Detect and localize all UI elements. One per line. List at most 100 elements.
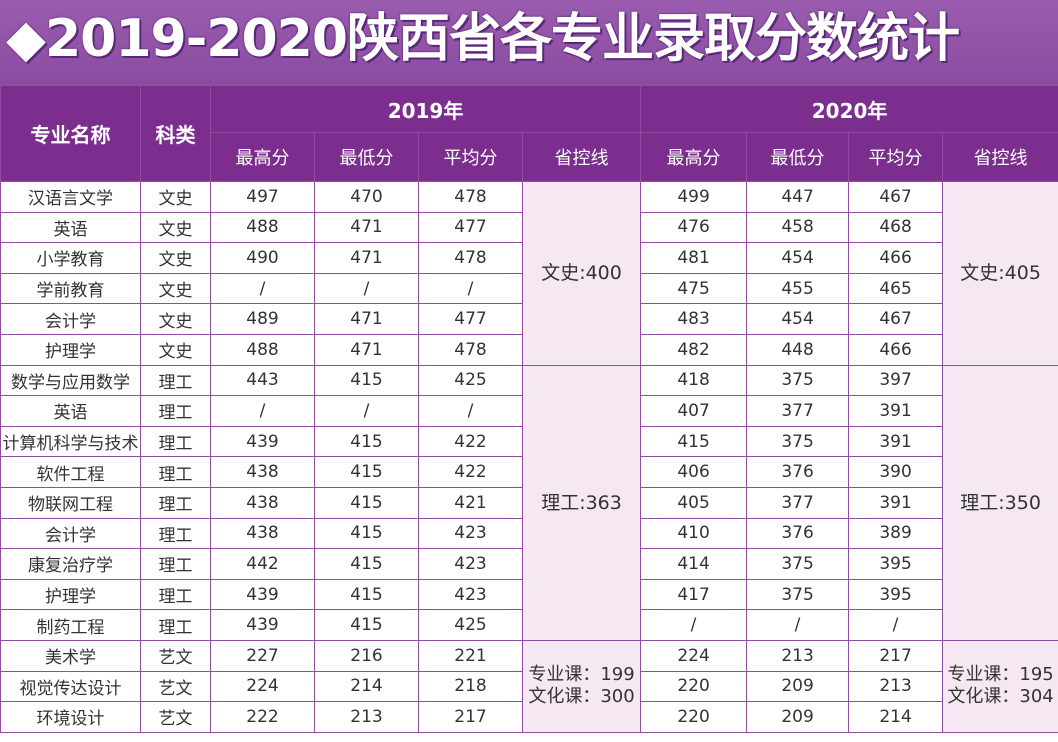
cell-category: 艺文 bbox=[140, 670, 211, 703]
cell-category: 理工 bbox=[140, 486, 211, 519]
cell-2020-max: 483 bbox=[640, 303, 748, 335]
header-2020-max: 最高分 bbox=[640, 132, 748, 182]
admission-score-table: 专业名称 科类 2019年 2020年 最高分 最低分 平均分 省控线 最高分 … bbox=[0, 85, 1058, 733]
cell-2020-max: 406 bbox=[640, 456, 748, 488]
cell-2019-avg: 425 bbox=[418, 364, 523, 397]
control-line-2020-art: 专业课：195 文化课：304 bbox=[942, 639, 1058, 733]
cell-2020-avg: 465 bbox=[848, 272, 944, 305]
cell-major: 小学教育 bbox=[0, 242, 141, 274]
cell-2020-avg: 467 bbox=[848, 303, 944, 335]
cell-major: 会计学 bbox=[0, 517, 141, 550]
cell-2020-max: 418 bbox=[640, 364, 748, 397]
cell-2019-avg: 425 bbox=[418, 609, 523, 641]
control-line-2019-li: 理工:363 bbox=[521, 364, 642, 641]
header-year-2019: 2019年 bbox=[209, 85, 642, 133]
cell-2020-avg: 466 bbox=[848, 242, 944, 274]
cell-2019-max: 438 bbox=[210, 486, 315, 519]
cell-2019-avg: 423 bbox=[418, 548, 523, 580]
cell-category: 理工 bbox=[140, 395, 211, 427]
cell-2020-min: 377 bbox=[746, 486, 850, 519]
cell-2019-min: 415 bbox=[314, 456, 419, 488]
cell-2019-min: 415 bbox=[314, 609, 419, 641]
table-row: 制药工程 理工 439 415 425// / bbox=[0, 609, 1058, 641]
cell-2020-min: / bbox=[746, 609, 850, 641]
cell-2019-max: 224 bbox=[210, 670, 315, 703]
cell-2019-max: 490 bbox=[210, 242, 315, 274]
control-line-2020-art-culture: 文化课：304 bbox=[947, 686, 1054, 708]
cell-2019-min: 471 bbox=[314, 333, 419, 366]
cell-2019-max: / bbox=[210, 395, 315, 427]
cell-2020-min: 209 bbox=[746, 701, 850, 733]
cell-2020-avg: 217 bbox=[848, 639, 944, 672]
cell-category: 理工 bbox=[140, 548, 211, 580]
cell-2020-min: 455 bbox=[746, 272, 850, 305]
cell-2020-max: 415 bbox=[640, 425, 748, 458]
cell-2019-max: 438 bbox=[210, 456, 315, 488]
cell-category: 艺文 bbox=[140, 639, 211, 672]
table-row: 美术学 艺文 227 216 221 专业课：199 文化课：300 224 213 217 专业课… bbox=[0, 639, 1058, 733]
cell-2020-max: 417 bbox=[640, 578, 748, 611]
cell-2020-max: 476 bbox=[640, 211, 748, 244]
table-row: 英语 文史 488 471 477 476 458 468 bbox=[0, 211, 1058, 244]
cell-2020-min: 375 bbox=[746, 425, 850, 458]
cell-2019-max: / bbox=[210, 272, 315, 305]
cell-2020-min: 375 bbox=[746, 578, 850, 611]
cell-major: 英语 bbox=[0, 211, 141, 244]
table-body: 汉语言文学 文史 497 470 478 文史:400 499 447 467 文史:405 英语文… bbox=[0, 181, 1058, 733]
cell-2019-min: 415 bbox=[314, 517, 419, 550]
cell-2020-min: 447 bbox=[746, 181, 850, 213]
header-2019-max: 最高分 bbox=[210, 132, 315, 182]
cell-2020-avg: 213 bbox=[848, 670, 944, 703]
cell-major: 护理学 bbox=[0, 333, 141, 366]
cell-2020-max: 220 bbox=[640, 701, 748, 733]
cell-2020-avg: 397 bbox=[848, 364, 944, 397]
cell-2020-max: 224 bbox=[640, 639, 748, 672]
cell-2020-min: 376 bbox=[746, 517, 850, 550]
cell-2019-min: 214 bbox=[314, 670, 419, 703]
cell-category: 理工 bbox=[140, 456, 211, 488]
cell-2019-avg: 478 bbox=[418, 333, 523, 366]
cell-major: 视觉传达设计 bbox=[0, 670, 141, 703]
cell-2019-min: 471 bbox=[314, 303, 419, 335]
cell-2020-avg: 395 bbox=[848, 548, 944, 580]
cell-major: 美术学 bbox=[0, 639, 141, 672]
table-row: 学前教育 文史 / //475 455 465 bbox=[0, 272, 1058, 305]
cell-2020-min: 454 bbox=[746, 242, 850, 274]
cell-2020-min: 376 bbox=[746, 456, 850, 488]
cell-category: 理工 bbox=[140, 609, 211, 641]
header-2019-control: 省控线 bbox=[521, 132, 642, 182]
cell-category: 文史 bbox=[140, 211, 211, 244]
cell-2020-max: 414 bbox=[640, 548, 748, 580]
cell-2019-max: 442 bbox=[210, 548, 315, 580]
control-line-2019-art: 专业课：199 文化课：300 bbox=[521, 639, 642, 733]
table-row: 护理学 理工 439 415 423 417 375 395 bbox=[0, 578, 1058, 611]
table-row: 护理学 文史 488 471 478 482 448 466 bbox=[0, 333, 1058, 366]
cell-2019-avg: 423 bbox=[418, 517, 523, 550]
cell-2019-min: 415 bbox=[314, 548, 419, 580]
header-2019-min: 最低分 bbox=[314, 132, 419, 182]
cell-2019-max: 488 bbox=[210, 211, 315, 244]
cell-2019-avg: 477 bbox=[418, 211, 523, 244]
cell-2019-min: 216 bbox=[314, 639, 419, 672]
cell-category: 理工 bbox=[140, 425, 211, 458]
cell-major: 汉语言文学 bbox=[0, 181, 141, 213]
cell-2020-min: 375 bbox=[746, 364, 850, 397]
table-row: 英语 理工 / //407 377 391 bbox=[0, 395, 1058, 427]
cell-major: 数学与应用数学 bbox=[0, 364, 141, 397]
table-row: 康复治疗学 理工 442 415 423 414 375 395 bbox=[0, 548, 1058, 580]
cell-2019-max: 443 bbox=[210, 364, 315, 397]
cell-2020-min: 448 bbox=[746, 333, 850, 366]
header-2020-control: 省控线 bbox=[942, 132, 1058, 182]
header-category: 科类 bbox=[140, 85, 211, 182]
cell-2020-max: 481 bbox=[640, 242, 748, 274]
cell-2019-avg: / bbox=[418, 395, 523, 427]
cell-2019-min: 415 bbox=[314, 425, 419, 458]
cell-2019-avg: 478 bbox=[418, 181, 523, 213]
cell-2020-max: 410 bbox=[640, 517, 748, 550]
cell-major: 计算机科学与技术 bbox=[0, 425, 141, 458]
cell-2019-min: 213 bbox=[314, 701, 419, 733]
cell-2019-min: 415 bbox=[314, 578, 419, 611]
control-line-2019-art-major: 专业课：199 bbox=[528, 664, 635, 686]
table-row: 会计学 文史 489 471 477 483 454 467 bbox=[0, 303, 1058, 335]
cell-2019-max: 497 bbox=[210, 181, 315, 213]
